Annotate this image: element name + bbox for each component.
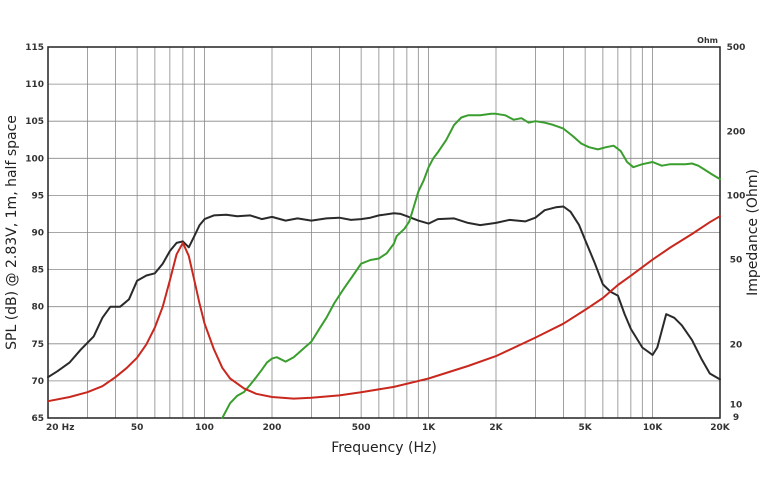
y-tick-label: 115 [25, 43, 44, 53]
y-tick-label: 100 [25, 154, 44, 164]
plot-area-frame [47, 46, 721, 419]
grid-lines [47, 46, 721, 419]
x-axis-ticks: 20 Hz 50 100 200 500 1K 2K 5K 10K 20K [46, 423, 731, 433]
impedance-curve-red [47, 215, 721, 403]
y-tick-label: 80 [31, 303, 44, 313]
y2-tick-label: 500 [727, 43, 746, 53]
y2-unit-label: Ohm [697, 36, 718, 45]
x-tick-label: 100 [195, 423, 214, 433]
x-tick-label: 20K [710, 423, 731, 433]
y-tick-label: 110 [25, 80, 44, 90]
spl-curve-green [221, 112, 721, 419]
y2-tick-label: 20 [730, 340, 743, 350]
x-tick-label: 500 [352, 423, 371, 433]
y-tick-label: 85 [31, 266, 44, 276]
y-tick-label: 90 [31, 229, 44, 239]
x-tick-label: 5K [579, 423, 593, 433]
y-axis-ticks: 65 70 75 80 85 90 95 100 105 110 115 [25, 43, 44, 424]
y-tick-label: 65 [31, 414, 44, 424]
y2-tick-label: 10 [730, 400, 743, 410]
x-tick-label: 50 [131, 423, 144, 433]
y2-axis-ticks: 9 10 20 50 100 200 500 [727, 43, 746, 423]
y-tick-label: 75 [31, 340, 44, 350]
x-tick-label: 2K [489, 423, 503, 433]
y2-tick-label: 9 [733, 413, 739, 423]
spl-curve-black [47, 205, 721, 381]
series-layer [47, 112, 721, 419]
y-tick-label: 105 [25, 117, 44, 127]
x-tick-label: 10K [643, 423, 664, 433]
y-tick-label: 95 [31, 191, 44, 201]
y-axis-title: SPL (dB) @ 2.83V, 1m, half space [4, 115, 20, 350]
y2-tick-label: 200 [727, 128, 746, 138]
x-tick-label: 1K [422, 423, 436, 433]
y-tick-label: 70 [31, 377, 44, 387]
y2-axis-title: Impedance (Ohm) [745, 169, 761, 296]
x-tick-label: 20 Hz [46, 423, 74, 433]
x-tick-label: 200 [263, 423, 282, 433]
y2-tick-label: 100 [727, 192, 746, 202]
x-axis-title: Frequency (Hz) [331, 440, 437, 456]
y2-tick-label: 50 [730, 256, 743, 266]
